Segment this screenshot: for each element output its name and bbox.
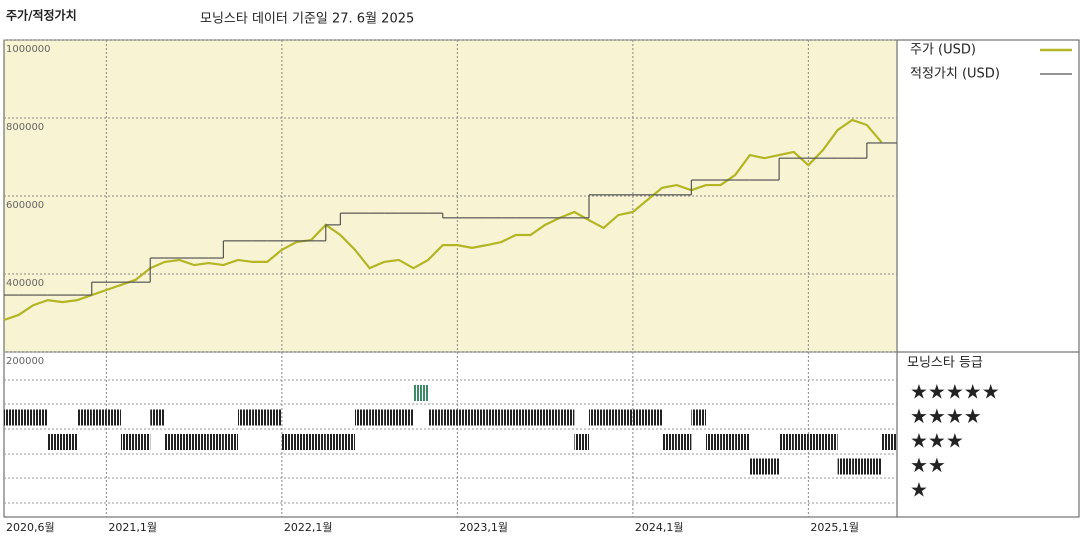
x-tick-label: 2025,1월 (810, 521, 859, 534)
rating-cell (808, 434, 823, 450)
rating-cell (340, 434, 355, 450)
y-tick-label: 200000 (6, 356, 44, 367)
rating-cell (194, 434, 209, 450)
rating-cell (676, 434, 692, 450)
rating-cell (369, 409, 385, 426)
rating-cell (237, 409, 253, 426)
rating-label: ★ (910, 478, 928, 502)
y-tick-label: 800000 (6, 122, 44, 133)
rating-cell (281, 434, 297, 450)
chart-title: 주가/적정가치 (6, 8, 77, 23)
y-tick-label: 1000000 (6, 44, 51, 55)
rating-cell (457, 409, 472, 426)
rating-cell (252, 409, 268, 426)
rating-cell (706, 434, 721, 450)
rating-cell (471, 409, 487, 426)
rating-cell (501, 409, 516, 426)
rating-cell (4, 409, 19, 426)
rating-cell (413, 385, 429, 401)
x-tick-label: 2021,1월 (108, 521, 157, 534)
rating-cell (442, 409, 458, 426)
rating-cell (735, 434, 750, 450)
x-tick-label: 2024,1월 (635, 521, 684, 534)
rating-cell (208, 434, 224, 450)
rating-cell (223, 434, 238, 450)
rating-cell (691, 409, 706, 426)
rating-cell (164, 434, 180, 450)
rating-cell (720, 434, 736, 450)
rating-cell (398, 409, 414, 426)
rating-cell (150, 409, 165, 426)
rating-cell (530, 409, 546, 426)
rating-cell (545, 409, 560, 426)
rating-cell (662, 434, 677, 450)
rating-cell (749, 458, 765, 475)
rating-cell (515, 409, 531, 426)
x-tick-label: 2022,1월 (284, 521, 333, 534)
chart-subtitle: 모닝스타 데이터 기준일 27. 6월 2025 (200, 12, 414, 27)
rating-cell (47, 434, 63, 450)
legend-label: 주가 (USD) (910, 43, 976, 58)
y-tick-label: 400000 (6, 278, 44, 289)
rating-cell (603, 409, 619, 426)
rating-cell (311, 434, 326, 450)
rating-cell (18, 409, 34, 426)
rating-cell (779, 434, 794, 450)
rating-cell (618, 409, 633, 426)
rating-title: 모닝스타 등급 (907, 356, 983, 371)
rating-cell (559, 409, 575, 426)
rating-cell (837, 458, 853, 475)
rating-cell (267, 409, 282, 426)
rating-cell (325, 434, 341, 450)
rating-label: ★★★★ (910, 404, 982, 428)
rating-cell (574, 434, 589, 450)
rating-cell (852, 458, 867, 475)
rating-cell (62, 434, 78, 450)
rating-cell (77, 409, 92, 426)
rating-label: ★★★★★ (910, 380, 1000, 404)
rating-cell (384, 409, 399, 426)
rating-cell (179, 434, 195, 450)
y-tick-label: 600000 (6, 200, 44, 211)
rating-cell (355, 409, 370, 426)
rating-cell (486, 409, 502, 426)
rating-cell (866, 458, 882, 475)
rating-cell (647, 409, 663, 426)
rating-cell (881, 434, 897, 450)
rating-cell (106, 409, 121, 426)
rating-cell (822, 434, 838, 450)
rating-cell (632, 409, 648, 426)
rating-cell (120, 434, 136, 450)
rating-cell (588, 409, 604, 426)
rating-cell (296, 434, 312, 450)
legend-label: 적정가치 (USD) (910, 67, 1000, 82)
rating-cell (135, 434, 151, 450)
rating-cell (764, 458, 780, 475)
x-tick-label: 2023,1월 (459, 521, 508, 534)
rating-cell (793, 434, 809, 450)
rating-row-lines (4, 379, 897, 504)
x-tick-label: 2020,6월 (6, 521, 55, 534)
rating-label: ★★★ (910, 429, 964, 453)
rating-cell (33, 409, 48, 426)
rating-cell (91, 409, 107, 426)
rating-cell (428, 409, 443, 426)
rating-label: ★★ (910, 453, 946, 477)
